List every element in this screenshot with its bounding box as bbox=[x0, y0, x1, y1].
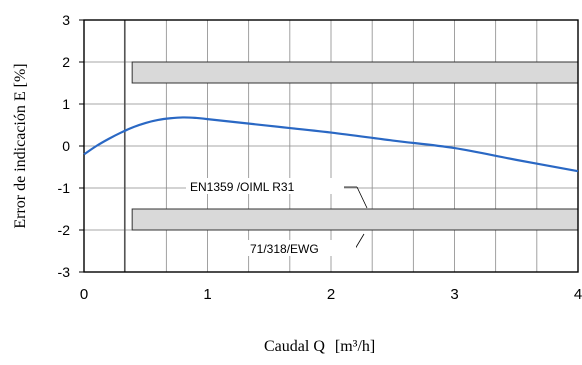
x-tick-label: 3 bbox=[450, 286, 458, 303]
annotation-leader-en1359-tail bbox=[356, 186, 368, 209]
y-axis-label: Error de indicación E [%] bbox=[12, 63, 29, 228]
limit-band-lower bbox=[131, 208, 579, 231]
x-tick-label: 1 bbox=[203, 286, 211, 303]
y-tick-label: 2 bbox=[62, 54, 70, 70]
grid bbox=[84, 20, 578, 272]
x-tick-label: 2 bbox=[327, 286, 335, 303]
annotation-en1359: EN1359 /OIML R31 bbox=[190, 180, 295, 194]
x-axis-label-unit: [m³/h] bbox=[335, 338, 375, 355]
error-curve bbox=[83, 116, 579, 173]
y-tick-label: 3 bbox=[62, 12, 70, 28]
x-tick-label: 4 bbox=[574, 286, 582, 303]
annotation-bg-ewg bbox=[246, 240, 356, 256]
limit-band-upper bbox=[131, 61, 579, 84]
y-tick-label: 0 bbox=[62, 138, 70, 154]
annotation-leader-ewg bbox=[354, 233, 365, 250]
y-tick-label: -2 bbox=[58, 222, 71, 238]
y-tick-label: -3 bbox=[58, 264, 71, 280]
y-tick-label: -1 bbox=[58, 180, 71, 196]
annotation-ewg: 71/318/EWG bbox=[250, 242, 319, 256]
x-axis-label-name: Caudal Q bbox=[264, 338, 325, 355]
limit-bands bbox=[131, 61, 579, 231]
x-axis-label: Caudal Q [m³/h] bbox=[264, 338, 375, 355]
annotation-bg-en1359 bbox=[186, 178, 344, 194]
x-tick-label: 0 bbox=[80, 286, 88, 303]
y-ticks: 3 2 1 0 -1 -2 -3 bbox=[58, 12, 84, 280]
x-ticks: 0 1 2 3 4 bbox=[80, 286, 582, 303]
y-tick-label: 1 bbox=[62, 96, 70, 112]
